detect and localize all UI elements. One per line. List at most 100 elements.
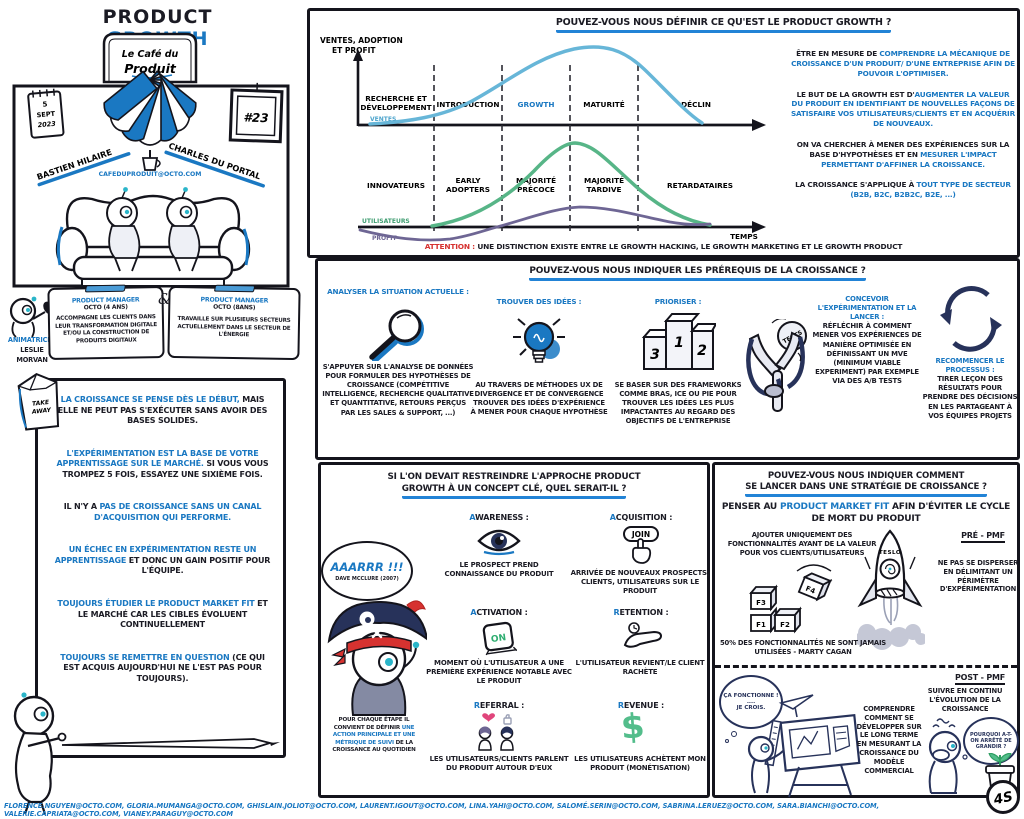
host-name-line2: MORVAN (16, 355, 48, 364)
strategy-panel: POUVEZ-VOUS NOUS INDIQUER COMMENT SE LAN… (712, 462, 1020, 798)
pm-left-desc: ACCOMPAGNE LES CLIENTS DANS LEUR TRANSFO… (55, 314, 158, 345)
prereq-step1-heading: ANALYSER LA SITUATION ACTUELLE : (327, 287, 469, 296)
profit-label: PROFIT (372, 235, 397, 242)
magnifier-icon (369, 309, 424, 361)
segment-tardive-line2: TARDIVE (586, 185, 621, 194)
rocket-icon: TESLO (857, 529, 925, 650)
aarrr-shout: AAARRR !!! (330, 560, 404, 574)
x-axis1-arrow (752, 119, 766, 131)
pm-card-right: PRODUCT MANAGER OCTO (8ANS) TRAVAILLE SU… (167, 284, 301, 361)
intro-scene: 5 SEPT 2023 #23 Le Café du Produit (12, 32, 290, 288)
awareness-heading: AWARENESS : (469, 513, 529, 522)
guest-underline-left (37, 151, 131, 187)
svg-text:F2: F2 (780, 621, 790, 629)
rocket-label: TESLO (879, 550, 901, 556)
chart-ylabel-line2: ET PROFIT (332, 46, 376, 55)
podium-icon: 3 1 2 (641, 313, 716, 370)
acquisition-text: ARRIVÉE DE NOUVEAUX PROSPECTS, CLIENTS, … (570, 569, 710, 596)
bag-label-line1: TAKE (32, 399, 51, 408)
prereq-step4-block: CONCEVOIR L'EXPÉRIMENTATION ET LA LANCER… (812, 295, 922, 386)
phase-rd-line1: RECHERCHE ET (365, 94, 427, 103)
smoke-cloud (857, 624, 925, 650)
x-axis2-arrow (752, 221, 766, 233)
cafe-sign-line1: Le Café du (122, 49, 179, 60)
segment-retardataires: RETARDATAIRES (667, 181, 733, 190)
scope-text: NE PAS SE DISPERSER EN DÉLIMITANT UN PÉR… (937, 559, 1019, 594)
prereq-step2-heading: TROUVER DES IDÉES : (496, 297, 582, 306)
awareness-text: LE PROSPECT PREND CONNAISSANCE DU PRODUI… (444, 561, 554, 579)
aarrr-title-line1: SI L'ON DEVAIT RESTREINDRE L'APPROCHE PR… (387, 472, 641, 482)
cafe-sign-line2: Produit (124, 61, 177, 76)
episode-date-year: 2023 (37, 120, 56, 130)
join-label: JOIN (631, 530, 650, 539)
segment-innovateurs: INNOVATEURS (367, 181, 425, 190)
ventes-curve (368, 45, 704, 126)
acquisition-heading: ACQUISITION : (609, 513, 673, 522)
strategy-title-line1: POUVEZ-VOUS NOUS INDIQUER COMMENT (767, 471, 965, 481)
takeaway-item: IL N'Y A PAS DE CROISSANCE SANS UN CANAL… (63, 502, 262, 522)
prereq-step4-heading: CONCEVOIR L'EXPÉRIMENTATION ET LA LANCER… (817, 295, 917, 322)
podcast-email: CAFEDUPRODUIT@OCTO.COM (99, 170, 202, 178)
cafe-sign: Le Café du Produit (102, 32, 198, 84)
phase-declin: DÉCLIN (681, 100, 711, 109)
podcaster-figure-right (166, 187, 201, 272)
svg-text:F3: F3 (756, 599, 766, 607)
cagan-quote: 50% DES FONCTIONNALITÉS NE SONT JAMAIS U… (720, 639, 886, 656)
svg-text:F4: F4 (804, 585, 816, 596)
eye-icon (477, 529, 521, 556)
prereq-step2-text: AU TRAVERS DE MÉTHODES UX DE DIVERGENCE … (470, 381, 608, 417)
referral-text: LES UTILISATEURS/CLIENTS PARLENT DU PROD… (429, 755, 569, 773)
takeaway-item: L'EXPÉRIMENTATION EST LA BASE DE VOTRE A… (56, 448, 269, 479)
calendar-icon: 5 SEPT 2023 (27, 88, 65, 139)
studio-logo: 4S (986, 780, 1020, 814)
prereq-step3-text: SE BASER SUR DES FRAMEWORKS COMME BRAS, … (614, 381, 742, 426)
referral-person-right (500, 726, 514, 751)
ventes-label: VENTES (370, 116, 396, 123)
hand-icon (623, 622, 663, 648)
on-key-icon: ON (482, 621, 517, 656)
revenue-text: LES UTILISATEURS ACHÈTENT MON PRODUIT (M… (574, 755, 706, 773)
segment-early-line2: ADOPTERS (446, 185, 490, 194)
episode-frame: #23 (228, 82, 284, 144)
slingshot-icon: TESTS (746, 319, 807, 412)
chart-xlabel: TEMPS (730, 232, 758, 241)
prereq-step4-text: RÉFLÉCHIR À COMMENT MENER VOS EXPÉRIENCE… (812, 322, 922, 385)
page-title-black: PRODUCT (102, 6, 213, 28)
pm-left-org: OCTO (4 ANS) (83, 303, 128, 312)
definition-panel: POUVEZ-VOUS NOUS DÉFINIR CE QU'EST LE PR… (307, 8, 1020, 258)
join-button-icon: JOIN (623, 526, 659, 564)
definition-point: LE BUT DE LA GROWTH EST D'AUGMENTER LA V… (791, 89, 1015, 129)
pmf-divider (715, 665, 1017, 668)
credits-emails: FLORENCE.NGUYEN@OCTO.COM, GLORIA.MUMANGA… (4, 802, 880, 818)
prereq-step5-heading: RECOMMENCER LE PROCESSUS : (935, 357, 1005, 375)
couch-illustration (55, 187, 251, 287)
lego-f3: F3 (749, 584, 778, 612)
referral-people-icon (478, 713, 514, 751)
retention-text: L'UTILISATEUR REVIENT/LE CLIENT RACHÈTE (575, 659, 705, 677)
takeaway-bag-icon: TAKE AWAY (17, 373, 60, 431)
takeaway-item: UN ÉCHEC EN EXPÉRIMENTATION RESTE UN APP… (54, 545, 271, 576)
aarrr-panel: SI L'ON DEVAIT RESTREINDRE L'APPROCHE PR… (318, 462, 710, 798)
host-figure (9, 296, 55, 338)
takeaway-item: TOUJOURS ÉTUDIER LE PRODUCT MARKET FIT E… (57, 599, 268, 630)
lifecycle-chart: VENTES, ADOPTION ET PROFIT RECHERCHE ET … (320, 36, 766, 242)
guest-underline-right (164, 150, 265, 188)
lightbulb-icon (513, 318, 565, 363)
prereq-title: POUVEZ-VOUS NOUS INDIQUER LES PRÉREQUIS … (418, 266, 977, 281)
podium-1: 1 (674, 335, 684, 351)
tape-icon (213, 284, 256, 293)
referral-person-left (478, 726, 492, 751)
understand-text: COMPRENDRE COMMENT SE DÉVELOPPER SUR LE … (856, 705, 922, 775)
pirate-mascot (327, 600, 427, 716)
prereq-step1-text: S'APPUYER SUR L'ANALYSE DE DONNÉES POUR … (322, 363, 474, 417)
referral-heading: REFERRAL : (473, 701, 525, 710)
host-name-line1: LESLIE (20, 345, 44, 354)
aarrr-credit: DAVE MCCLURE (2007) (335, 576, 399, 582)
definition-point: ÊTRE EN MESURE DE COMPRENDRE LA MÉCANIQU… (791, 49, 1015, 78)
attention-note: ATTENTION : UNE DISTINCTION EXISTE ENTRE… (424, 242, 903, 251)
definition-title: POUVEZ-VOUS NOUS DÉFINIR CE QU'EST LE PR… (445, 17, 1002, 33)
awning-icon (103, 70, 197, 171)
phase-maturite: MATURITÉ (583, 100, 625, 109)
activation-text: MOMENT OÙ L'UTILISATEUR A UNE PREMIÈRE E… (426, 659, 572, 686)
